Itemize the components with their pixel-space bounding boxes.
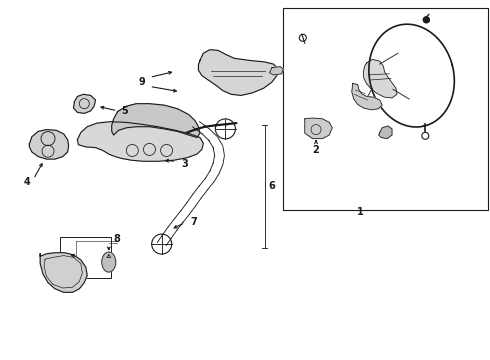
- Circle shape: [299, 34, 306, 41]
- Text: 7: 7: [190, 217, 197, 228]
- Polygon shape: [40, 253, 87, 292]
- Text: 3: 3: [182, 159, 189, 169]
- Circle shape: [422, 132, 429, 139]
- Text: 9: 9: [139, 77, 146, 87]
- Polygon shape: [198, 50, 278, 95]
- Text: 1: 1: [357, 207, 364, 217]
- Polygon shape: [29, 130, 69, 159]
- Polygon shape: [379, 126, 392, 139]
- Text: 5: 5: [122, 106, 128, 116]
- Bar: [60, 237, 111, 278]
- Polygon shape: [352, 84, 382, 110]
- Text: 2: 2: [313, 145, 319, 156]
- Ellipse shape: [102, 252, 116, 272]
- Text: 6: 6: [269, 181, 275, 192]
- Polygon shape: [74, 94, 96, 113]
- Circle shape: [423, 17, 429, 23]
- Polygon shape: [305, 118, 332, 139]
- Text: 8: 8: [113, 234, 120, 244]
- Text: 4: 4: [24, 177, 30, 187]
- Polygon shape: [112, 104, 200, 138]
- Polygon shape: [364, 59, 397, 98]
- Polygon shape: [270, 67, 283, 75]
- Bar: [283, 8, 488, 210]
- Polygon shape: [77, 122, 203, 161]
